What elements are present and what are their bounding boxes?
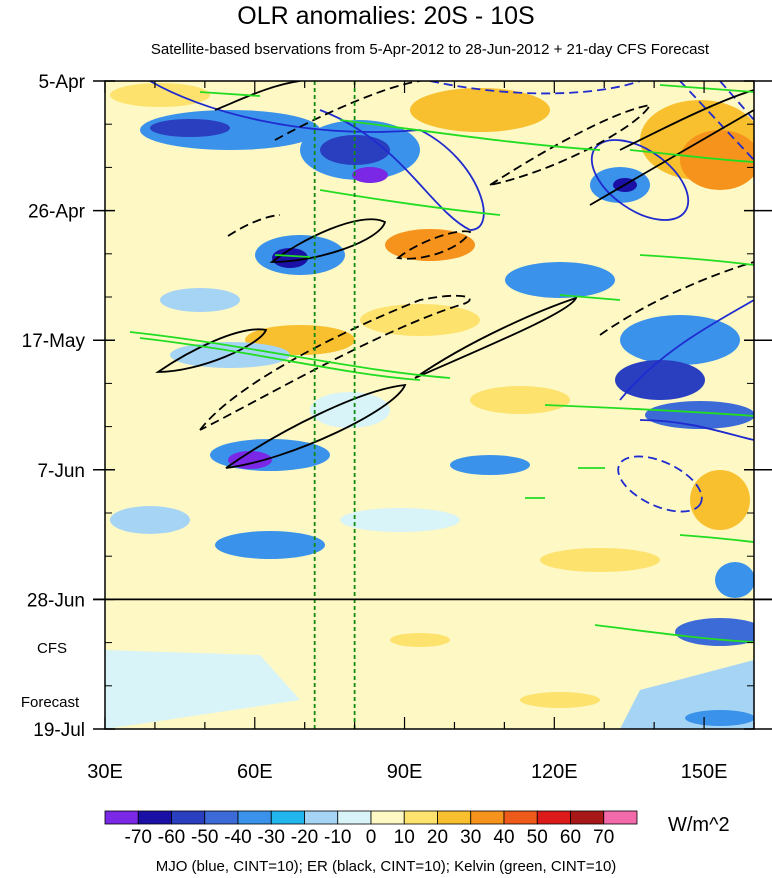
- colorbar-swatch: [270, 810, 305, 825]
- er-contour: [489, 103, 652, 186]
- y-tick-label: 28-Jun: [27, 590, 85, 611]
- chart-subtitle: Satellite-based bservations from 5-Apr-2…: [150, 41, 710, 58]
- colorbar-swatch: [337, 810, 372, 825]
- colorbar-swatch: [204, 810, 239, 825]
- kelvin-contour: [559, 294, 621, 301]
- colorbar-label: -70: [125, 827, 152, 848]
- er-contour: [599, 261, 754, 336]
- x-tick-label: 90E: [387, 761, 423, 783]
- er-contour: [225, 383, 407, 469]
- kelvin-contour: [319, 189, 501, 216]
- y-tick-label: 19-Jul: [33, 720, 85, 741]
- colorbar-swatch: [503, 810, 538, 825]
- x-tick-label: 60E: [237, 761, 273, 783]
- colorbar-label: 30: [460, 827, 481, 848]
- x-tick-label: 30E: [87, 761, 123, 783]
- colorbar-label: 20: [427, 827, 448, 848]
- forecast-label-line2: Forecast: [21, 694, 80, 711]
- mjo-contour: [619, 299, 754, 401]
- colorbar-label: -60: [158, 827, 185, 848]
- er-contour: [199, 294, 471, 431]
- kelvin-contour: [274, 254, 605, 499]
- mjo-contour: [590, 139, 690, 221]
- y-tick-label: 7-Jun: [37, 461, 85, 482]
- x-axis: 30E 60E 90E 120E 150E: [87, 81, 755, 783]
- x-tick-label: 150E: [681, 761, 728, 783]
- y-axis: 5-Apr 26-Apr 17-May 7-Jun 28-Jun 19-Jul: [22, 72, 772, 741]
- colorbar-swatch: [403, 810, 438, 825]
- plot-frame: [104, 80, 755, 730]
- reference-longitude-lines: [313, 81, 356, 729]
- colorbar-swatch: [437, 810, 472, 825]
- colorbar-label: -20: [291, 827, 318, 848]
- colorbar-swatch: [370, 810, 405, 825]
- kelvin-contour: [659, 84, 754, 93]
- kelvin-contour: [639, 254, 754, 266]
- colorbar-swatch: [536, 810, 571, 825]
- mjo-contour: [429, 81, 641, 95]
- colorbar-swatch: [104, 810, 139, 825]
- mjo-contour: [639, 419, 754, 441]
- kelvin-contour: [544, 404, 754, 417]
- colorbar-swatch: [470, 810, 505, 825]
- kelvin-contour: [199, 91, 261, 97]
- er-contour: [274, 81, 421, 141]
- olr-anomaly-field: [105, 81, 754, 729]
- colorbar-label: 0: [366, 827, 377, 848]
- chart-title: OLR anomalies: 20S - 10S: [237, 2, 535, 30]
- x-tick-label: 120E: [531, 761, 578, 783]
- er-contour: [227, 214, 281, 237]
- colorbar-swatch: [304, 810, 339, 825]
- er-contour: [619, 89, 754, 151]
- wave-contours: [129, 81, 754, 643]
- y-tick-label: 17-May: [22, 331, 86, 352]
- colorbar-swatch: [171, 810, 206, 825]
- colorbar-swatch: [603, 810, 638, 825]
- contour-legend: MJO (blue, CINT=10); ER (black, CINT=10)…: [155, 858, 617, 875]
- forecast-label-line1: CFS: [37, 640, 67, 657]
- kelvin-contour: [139, 337, 421, 381]
- colorbar-label: -40: [224, 827, 251, 848]
- colorbar-label: 10: [394, 827, 415, 848]
- y-tick-label: 5-Apr: [39, 72, 86, 93]
- colorbar-label: -30: [258, 827, 285, 848]
- mjo-contour: [617, 455, 703, 513]
- colorbar-label: 60: [560, 827, 581, 848]
- kelvin-contour: [129, 331, 451, 379]
- er-contour: [269, 218, 387, 263]
- er-contour: [414, 296, 578, 379]
- er-contour: [589, 109, 754, 206]
- colorbar-label: 40: [493, 827, 514, 848]
- mjo-contour: [149, 81, 485, 231]
- kelvin-contour: [679, 534, 754, 543]
- kelvin-contour: [339, 119, 601, 151]
- colorbar: -70 -60 -50 -40 -30 -20 -10 0 10 20 30 40 50 60 70: [104, 810, 638, 848]
- y-tick-label: 26-Apr: [28, 202, 86, 223]
- colorbar-swatch: [570, 810, 605, 825]
- colorbar-swatch: [237, 810, 272, 825]
- colorbar-units: W/m^2: [668, 814, 730, 836]
- colorbar-swatch: [137, 810, 172, 825]
- colorbar-label: 70: [593, 827, 614, 848]
- colorbar-label: -50: [191, 827, 218, 848]
- colorbar-label: -10: [324, 827, 351, 848]
- kelvin-contour: [594, 624, 754, 643]
- er-contour: [155, 328, 268, 373]
- er-contour: [395, 230, 472, 260]
- colorbar-label: 50: [527, 827, 548, 848]
- er-contour: [214, 81, 301, 111]
- kelvin-contour: [629, 149, 754, 163]
